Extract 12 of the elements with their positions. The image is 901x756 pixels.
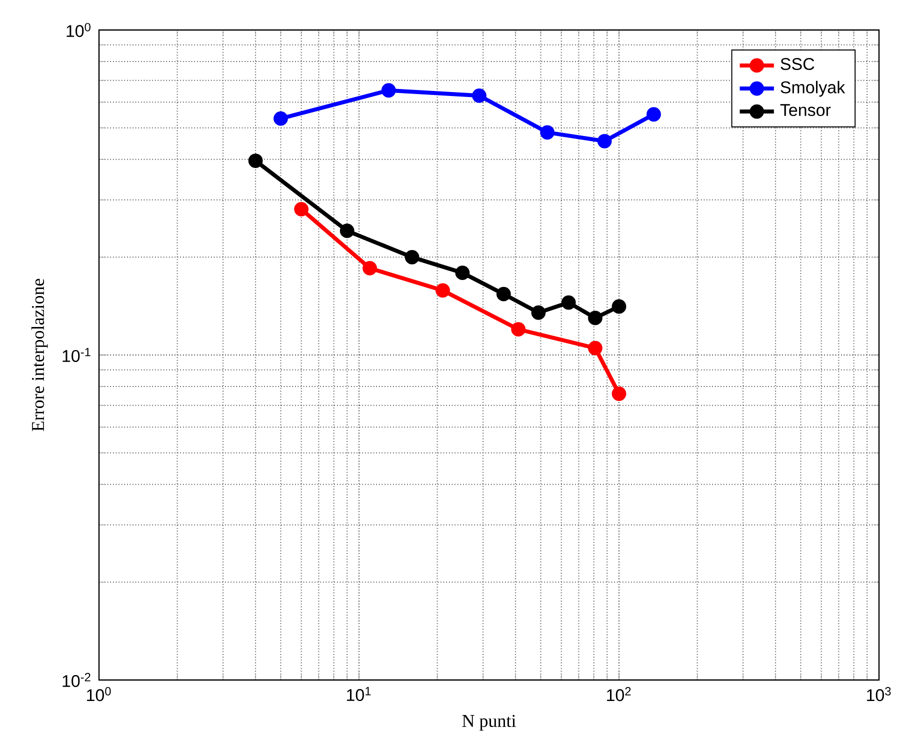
x-axis-title: N punti — [462, 714, 516, 731]
x-tick-label: 10$^{0}$ — [87, 687, 111, 702]
y-axis-title: Errore interpolazione — [31, 278, 48, 432]
legend-label: Tensor — [780, 104, 831, 116]
x-tick-label: 10$^{1}$ — [347, 687, 371, 702]
legend-label: Smolyak — [780, 80, 846, 97]
x-tick-label: 10$^{3}$ — [867, 687, 891, 702]
y-tick-label: 10$^{-2}$ — [62, 672, 90, 688]
legend-label: SSC — [780, 58, 814, 70]
y-tick-label: 10$^{0}$ — [66, 22, 90, 38]
y-tick-label: 10$^{-1}$ — [62, 348, 90, 362]
x-tick-label: 10$^{2}$ — [607, 687, 631, 702]
